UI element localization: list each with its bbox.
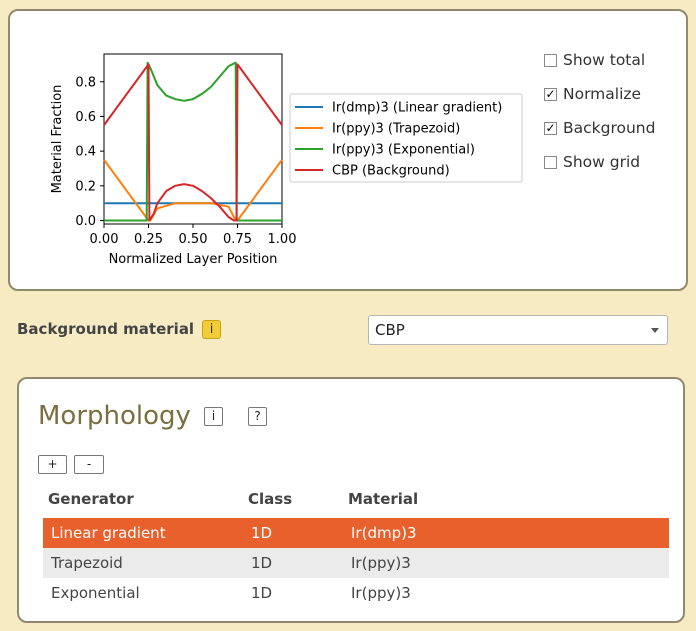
row-generator: Exponential	[51, 584, 140, 602]
background-material-label: Background material	[17, 320, 195, 338]
row-generator: Linear gradient	[51, 524, 166, 542]
row-material: Ir(ppy)3	[351, 554, 411, 572]
column-header-material: Material	[348, 490, 419, 508]
option-show-grid[interactable]: Show grid	[544, 145, 655, 179]
normalize-checkbox[interactable]: ✓	[544, 86, 557, 101]
series-line	[103, 159, 283, 222]
add-generator-button[interactable]: +	[38, 455, 67, 474]
background-option-label: Background	[563, 119, 656, 137]
morphology-panel: Morphology i ? + - Generator Class Mater…	[17, 377, 685, 623]
plot-panel: 0.0 0.2 0.4 0.6 0.8 0.00 0.25 0.50 0.75 1.00 Norma…	[8, 9, 688, 291]
table-row[interactable]: Linear gradient 1D Ir(dmp)3	[43, 518, 669, 548]
background-material-value: CBP	[375, 321, 405, 339]
row-class: 1D	[251, 584, 273, 602]
x-tick-label: 1.00	[268, 232, 297, 247]
option-normalize[interactable]: ✓ Normalize	[544, 77, 655, 111]
y-axis-label: Material Fraction	[50, 85, 65, 194]
morphology-info-button[interactable]: i	[204, 407, 223, 426]
row-class: 1D	[251, 524, 273, 542]
plot-frame	[103, 53, 283, 225]
background-checkbox[interactable]: ✓	[544, 120, 557, 135]
table-row[interactable]: Trapezoid 1D Ir(ppy)3	[43, 548, 669, 578]
y-tick-label: 0.6	[75, 110, 96, 125]
chevron-down-icon	[651, 328, 659, 333]
morphology-help-button[interactable]: ?	[248, 407, 267, 426]
background-info-button[interactable]: i	[202, 320, 221, 339]
option-show-total[interactable]: Show total	[544, 43, 655, 77]
x-tick-label: 0.00	[90, 232, 119, 247]
show-grid-checkbox[interactable]	[544, 155, 557, 169]
table-row[interactable]: Exponential 1D Ir(ppy)3	[43, 578, 669, 608]
morphology-title: Morphology	[38, 401, 191, 431]
legend-label: Ir(dmp)3 (Linear gradient)	[332, 101, 502, 116]
row-class: 1D	[251, 554, 273, 572]
x-tick-label: 0.25	[134, 232, 163, 247]
show-total-label: Show total	[563, 51, 646, 69]
series-line	[103, 63, 283, 222]
row-material: Ir(dmp)3	[351, 524, 417, 542]
column-header-generator: Generator	[48, 490, 134, 508]
material-fraction-chart: 0.0 0.2 0.4 0.6 0.8 0.00 0.25 0.50 0.75 1.00 Norma…	[50, 53, 523, 267]
legend-box	[289, 93, 523, 183]
show-total-checkbox[interactable]	[544, 53, 557, 67]
y-tick-label: 0.4	[75, 145, 96, 160]
y-tick-label: 0.8	[75, 75, 96, 90]
row-material: Ir(ppy)3	[351, 584, 411, 602]
x-tick-label: 0.50	[179, 232, 208, 247]
remove-generator-button[interactable]: -	[74, 455, 104, 474]
background-material-select[interactable]: CBP	[368, 315, 668, 345]
plot-options: Show total ✓ Normalize ✓ Background Show…	[544, 43, 655, 179]
y-tick-label: 0.0	[75, 214, 96, 229]
legend-label: Ir(ppy)3 (Exponential)	[332, 143, 475, 158]
row-generator: Trapezoid	[51, 554, 123, 572]
column-header-class: Class	[248, 490, 293, 508]
x-tick-label: 0.75	[223, 232, 252, 247]
legend-label: Ir(ppy)3 (Trapezoid)	[332, 122, 460, 137]
option-background[interactable]: ✓ Background	[544, 111, 655, 145]
x-axis-label: Normalized Layer Position	[109, 252, 278, 267]
legend-label: CBP (Background)	[332, 164, 450, 179]
show-grid-label: Show grid	[563, 153, 641, 171]
y-tick-label: 0.2	[75, 179, 96, 194]
normalize-label: Normalize	[563, 85, 642, 103]
